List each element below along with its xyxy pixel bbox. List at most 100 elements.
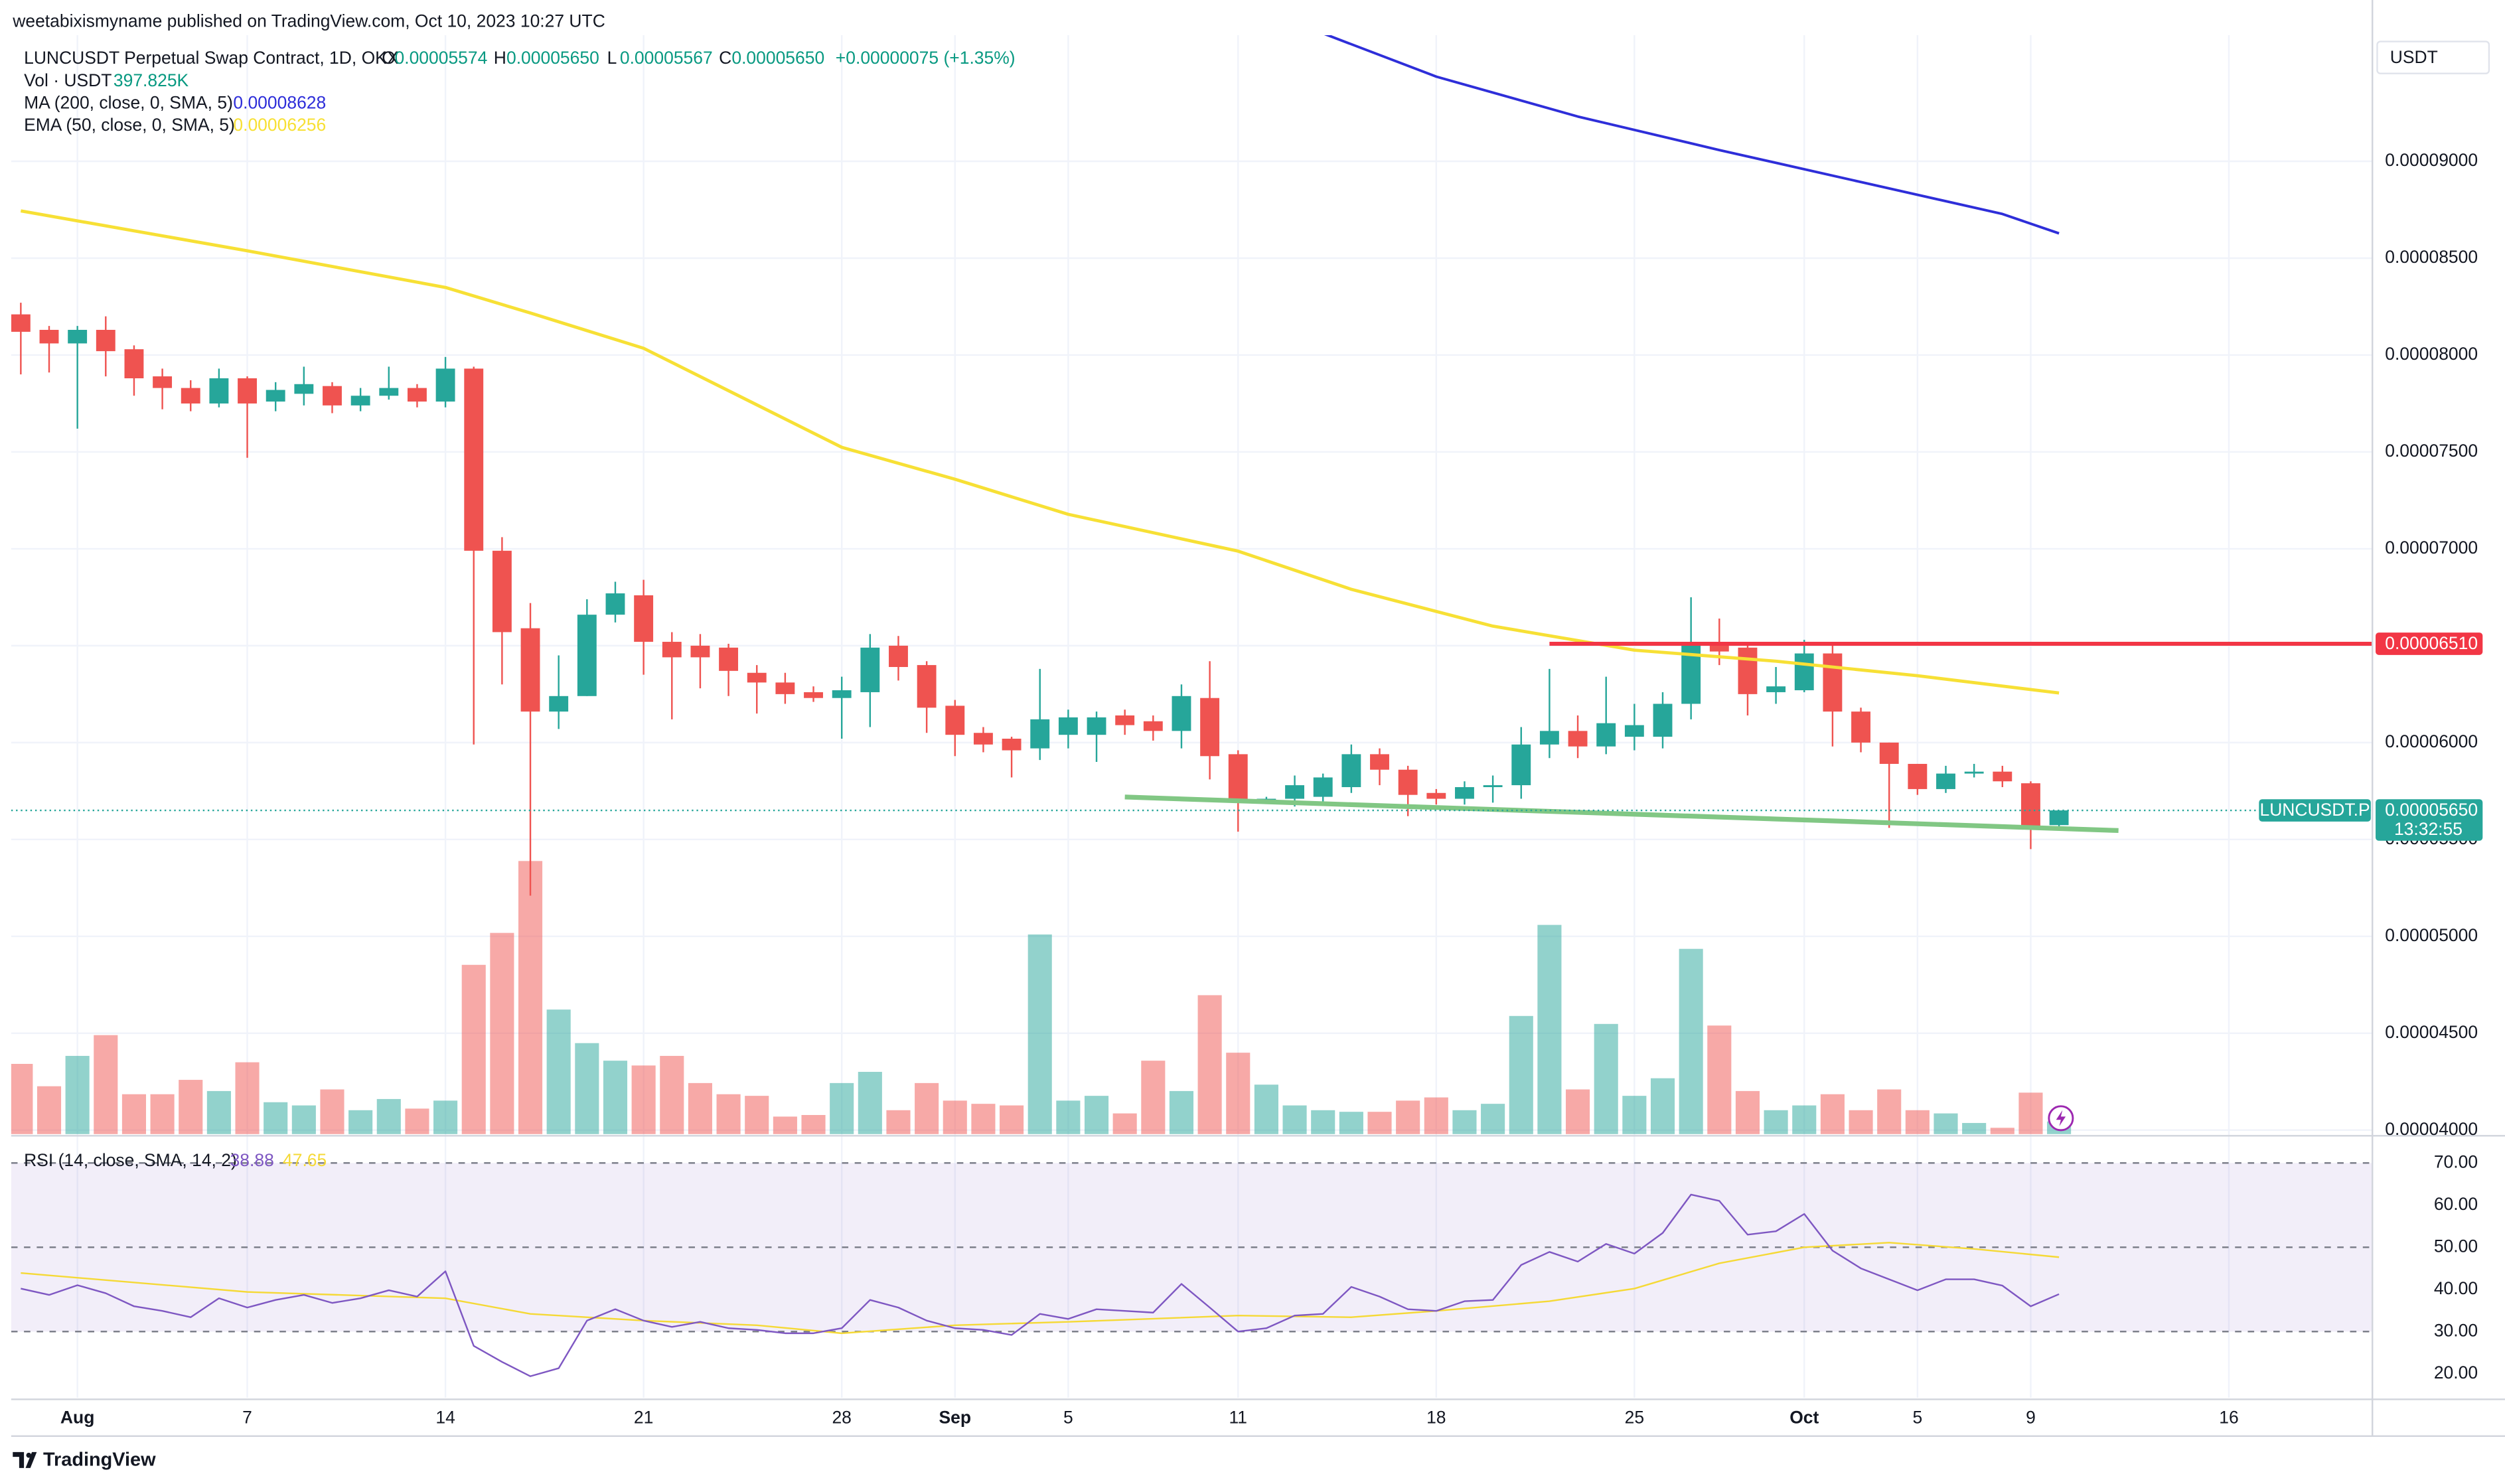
candle-body xyxy=(2049,810,2069,826)
volume-bar xyxy=(150,1094,175,1134)
volume-bar xyxy=(320,1089,344,1134)
volume-bar xyxy=(1792,1105,1817,1134)
volume-bar xyxy=(1282,1105,1307,1134)
candle-body xyxy=(1766,686,1786,692)
volume-bar xyxy=(1000,1105,1024,1134)
y-tick-label: 0.00009000 xyxy=(2385,150,2478,170)
volume-bar xyxy=(461,964,486,1134)
volume-bar xyxy=(405,1108,429,1134)
candle-body xyxy=(690,645,710,658)
volume-bar xyxy=(801,1115,826,1134)
candle-body xyxy=(96,330,115,352)
x-tick-label: 14 xyxy=(435,1407,455,1427)
candle-body xyxy=(973,733,993,745)
candle-body xyxy=(1313,777,1333,797)
volume-bar xyxy=(348,1110,373,1134)
candle-body xyxy=(492,550,512,632)
candle-body xyxy=(860,647,880,692)
logo-dot xyxy=(26,1452,32,1458)
candle-body xyxy=(2021,783,2040,826)
volume-bar xyxy=(1112,1113,1137,1134)
candle-body xyxy=(1370,754,1389,770)
volume-bar xyxy=(121,1094,146,1134)
symbol: LUNCUSDT Perpetual Swap Contract, 1D, OK… xyxy=(24,48,399,68)
candle-body xyxy=(1087,717,1106,735)
volume-bar xyxy=(1452,1110,1477,1134)
volume-bar xyxy=(94,1035,118,1134)
candle-body xyxy=(294,384,314,394)
candle-body xyxy=(719,647,739,671)
ma-value: 0.00008628 xyxy=(233,92,326,112)
candle-body xyxy=(605,593,625,615)
candle-body xyxy=(832,690,852,698)
volume-bar xyxy=(1735,1090,1760,1134)
candle-body xyxy=(1030,719,1050,749)
volume-bar xyxy=(660,1055,684,1134)
candle-body xyxy=(323,386,342,406)
candle-body xyxy=(1851,711,1870,743)
candle-body xyxy=(1285,785,1305,799)
volume-bar xyxy=(264,1102,288,1134)
rsi-tick-label: 60.00 xyxy=(2434,1194,2478,1214)
volume-bar xyxy=(575,1043,599,1134)
volume-bar xyxy=(745,1096,769,1134)
volume-bar xyxy=(1311,1110,1335,1134)
candle-body xyxy=(181,388,200,404)
volume-value: 397.825K xyxy=(114,70,189,90)
rsi-tick-label: 40.00 xyxy=(2434,1278,2478,1298)
candle-body xyxy=(407,388,427,402)
volume-bar xyxy=(1764,1110,1788,1134)
level-label: 0.00006510 xyxy=(2385,633,2478,653)
volume-bar xyxy=(1254,1084,1278,1134)
y-tick-label: 0.00007000 xyxy=(2385,538,2478,557)
y-tick-label: 0.00004000 xyxy=(2385,1119,2478,1139)
x-tick-label: Oct xyxy=(1789,1407,1819,1427)
currency-box[interactable] xyxy=(2376,40,2490,74)
ohlc-name: L xyxy=(607,48,617,68)
countdown-label: 13:32:55 xyxy=(2394,819,2463,839)
x-tick-label: 11 xyxy=(1229,1407,1247,1427)
rsi-tick-label: 50.00 xyxy=(2434,1236,2478,1256)
x-tick-label: 18 xyxy=(1426,1407,1446,1427)
candle-body xyxy=(1058,717,1078,735)
rsi-ma-line xyxy=(21,1242,2060,1335)
candle-body xyxy=(1002,739,1022,751)
volume-bar xyxy=(179,1080,203,1134)
volume-bar xyxy=(1990,1128,2014,1134)
candle-body xyxy=(238,378,257,404)
volume-bar xyxy=(1594,1023,1618,1134)
volume-bar xyxy=(433,1100,458,1134)
volume-layer xyxy=(11,861,2072,1134)
candle-body xyxy=(209,378,229,404)
volume-bar xyxy=(1962,1123,1987,1134)
candle-body xyxy=(634,595,654,642)
x-tick-label: 5 xyxy=(1063,1407,1073,1427)
rsi-layer xyxy=(11,1162,2373,1377)
price-layer xyxy=(11,35,2373,896)
rsi-line xyxy=(21,1193,2060,1377)
volume-bar xyxy=(858,1072,882,1134)
candle-body xyxy=(1879,742,1899,764)
y-tick-label: 0.00004500 xyxy=(2385,1022,2478,1042)
volume-bar xyxy=(1197,995,1222,1134)
y-tick-label: 0.00007500 xyxy=(2385,441,2478,461)
candle-body xyxy=(889,645,908,668)
rsi-tick-label: 20.00 xyxy=(2434,1363,2478,1382)
candle-body xyxy=(945,705,965,735)
volume-bar xyxy=(603,1061,628,1134)
candle-body xyxy=(577,615,597,696)
footer: TradingView xyxy=(43,1449,156,1471)
candle-body xyxy=(1738,647,1758,694)
volume-bar xyxy=(1849,1110,1873,1134)
candle-body xyxy=(1794,653,1814,691)
volume-bar xyxy=(1707,1025,1732,1134)
ohlc-value: 0.00005650 xyxy=(506,48,599,68)
candle-body xyxy=(1709,643,1729,652)
volume-bar xyxy=(1622,1096,1647,1134)
x-tick-label: 28 xyxy=(832,1407,851,1427)
volume-bar xyxy=(1537,925,1562,1134)
volume-bar xyxy=(1877,1089,1902,1134)
rsi-tick-label: 70.00 xyxy=(2434,1151,2478,1171)
volume-bar xyxy=(1934,1113,1958,1134)
